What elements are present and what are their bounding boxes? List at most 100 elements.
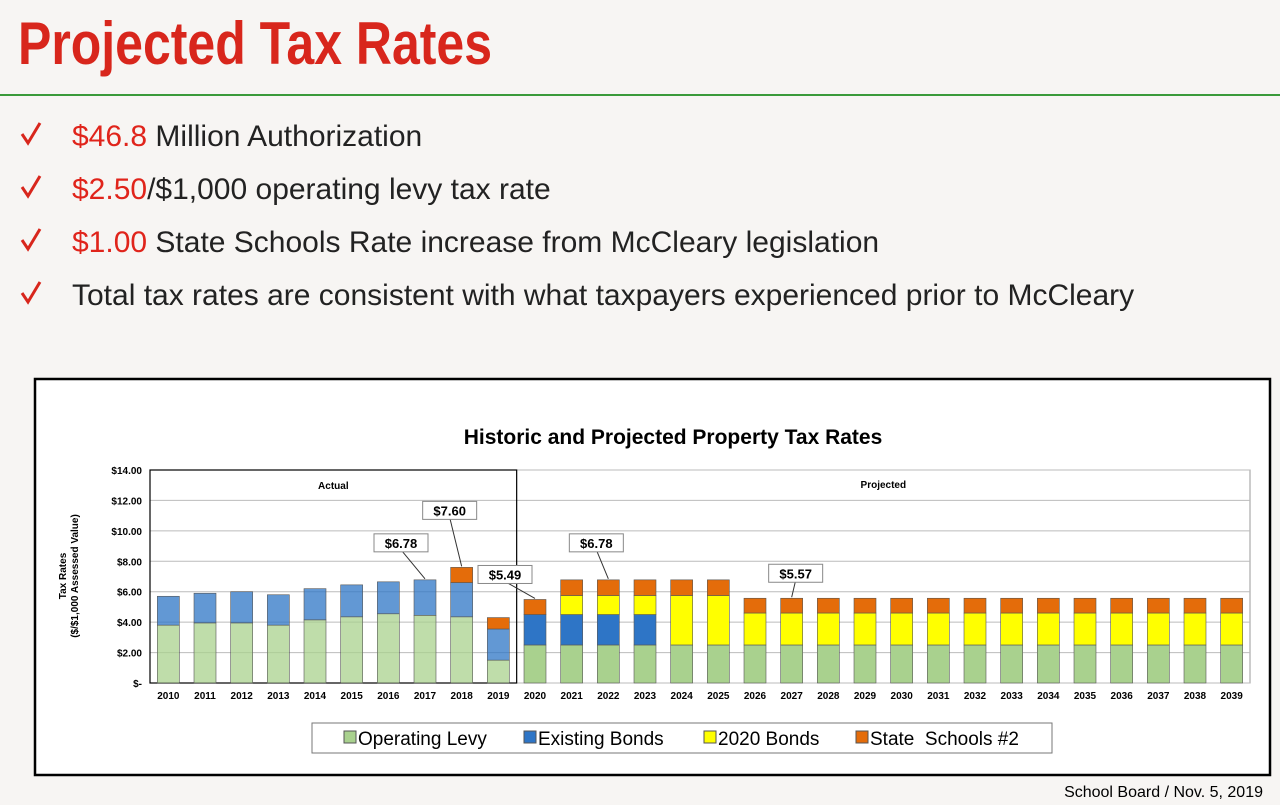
bar-segment xyxy=(157,595,180,626)
callout-label: $5.49 xyxy=(489,567,522,582)
check-mark xyxy=(20,122,42,146)
plot: $- $2.00 $4.00 $6.00 $8.00 $10.00 $12.00 $14.00… xyxy=(111,466,1251,702)
bar-segment xyxy=(1110,612,1133,646)
x-tick-label: 2037 xyxy=(1147,691,1170,702)
x-tick-label: 2026 xyxy=(744,691,767,702)
bar-segment xyxy=(1183,597,1207,614)
bar-segment xyxy=(1220,612,1243,646)
bar-segment xyxy=(303,619,327,684)
bar-segment xyxy=(303,588,327,621)
bar-segment xyxy=(1073,597,1097,614)
bar-segment xyxy=(1037,612,1060,646)
bar-segment xyxy=(230,622,253,684)
bar-segment xyxy=(1000,644,1023,684)
bar-segment xyxy=(1037,597,1060,614)
bullet-text: State Schools Rate increase from McClear… xyxy=(147,226,879,259)
x-tick-label: 2030 xyxy=(891,691,914,702)
bar-segment xyxy=(340,616,363,684)
x-tick-label: 2033 xyxy=(1001,691,1024,702)
y-tick-label: $12.00 xyxy=(111,496,142,507)
bar-segment xyxy=(817,597,840,614)
legend-label: Operating Levy xyxy=(358,729,487,750)
bar-segment xyxy=(230,591,253,624)
callout-label: $7.60 xyxy=(433,503,466,518)
bar-segment xyxy=(1183,612,1207,646)
bar-segment xyxy=(487,628,510,661)
bar-segment xyxy=(1110,644,1133,684)
y-axis-label: Tax Rates xyxy=(58,552,69,599)
callout-leader xyxy=(400,549,426,580)
bar-segment xyxy=(890,597,913,614)
bar-segment xyxy=(927,612,950,646)
bar-segment xyxy=(780,597,803,614)
bar-segment xyxy=(670,595,693,646)
bar-segment xyxy=(853,612,877,646)
x-tick-label: 2038 xyxy=(1184,691,1207,702)
check-mark xyxy=(20,228,42,252)
x-tick-label: 2021 xyxy=(561,691,584,702)
callout-box xyxy=(373,533,429,553)
x-tick-label: 2017 xyxy=(414,691,437,702)
y-axis-label: ($/$1,000 Assessed Value) xyxy=(70,514,81,638)
bar-segment xyxy=(853,644,877,684)
bar-segment xyxy=(597,614,620,646)
bar-segment xyxy=(670,644,693,684)
bar-segment xyxy=(1183,644,1207,684)
callout-box xyxy=(568,533,624,553)
bar-segment xyxy=(560,644,583,684)
callout-label: $5.57 xyxy=(779,566,812,581)
legend-label: Existing Bonds xyxy=(538,729,664,750)
bar-segment xyxy=(560,579,583,596)
bar-segment xyxy=(1000,597,1023,614)
bar-segment xyxy=(413,579,437,616)
bar-segment xyxy=(780,612,803,646)
legend: Operating Levy Existing Bonds 2020 Bonds St… xyxy=(343,729,1019,750)
bar-segment xyxy=(1220,597,1243,614)
bar-segment xyxy=(707,579,730,596)
bar-segment xyxy=(743,597,767,614)
legend-label: 2020 Bonds xyxy=(718,729,819,750)
callout-box xyxy=(768,563,824,583)
bar-segment xyxy=(487,659,510,684)
bar-segment xyxy=(890,612,913,646)
plot-area xyxy=(149,469,1251,684)
x-tick-label: 2012 xyxy=(231,691,254,702)
callout-leader xyxy=(449,517,463,567)
bullet: $1.00 State Schools Rate increase from M… xyxy=(72,226,879,259)
bar-segment xyxy=(523,599,547,615)
bar-segment xyxy=(707,595,730,646)
chart-title: Historic and Projected Property Tax Rate… xyxy=(464,426,883,449)
bar-segment xyxy=(633,579,657,596)
bar-segment xyxy=(377,581,400,615)
bar-segment xyxy=(853,597,877,614)
bar-segment xyxy=(670,579,693,596)
bar-segment xyxy=(193,622,217,684)
bar-segment xyxy=(450,616,473,684)
y-tick-label: $- xyxy=(133,679,142,690)
bar-segment xyxy=(560,614,583,646)
x-tick-label: 2013 xyxy=(267,691,290,702)
bar-segment xyxy=(450,582,473,618)
bar-segment xyxy=(340,584,363,618)
bullet-text: /$1,000 operating levy tax rate xyxy=(147,173,551,206)
y-tick-label: $2.00 xyxy=(117,649,142,660)
y-tick-label: $10.00 xyxy=(111,527,142,538)
x-tick-label: 2034 xyxy=(1037,691,1060,702)
footer: School Board / Nov. 5, 2019 xyxy=(1064,784,1263,801)
bar-segment xyxy=(1220,644,1243,684)
bullet-text: Million Authorization xyxy=(147,120,422,153)
callout-label: $6.78 xyxy=(385,536,418,551)
bar-segment xyxy=(1147,597,1170,614)
callout-box xyxy=(422,500,478,520)
bullet: Total tax rates are consistent with what… xyxy=(72,279,1134,312)
check-mark xyxy=(20,175,42,199)
x-tick-label: 2010 xyxy=(157,691,180,702)
bar-segment xyxy=(157,624,180,684)
bullet-highlight: $2.50 xyxy=(72,173,147,206)
bar-segment xyxy=(1110,597,1133,614)
bar-segment xyxy=(1073,612,1097,646)
bar-segment xyxy=(927,644,950,684)
x-tick-label: 2022 xyxy=(597,691,620,702)
x-tick-label: 2018 xyxy=(451,691,474,702)
